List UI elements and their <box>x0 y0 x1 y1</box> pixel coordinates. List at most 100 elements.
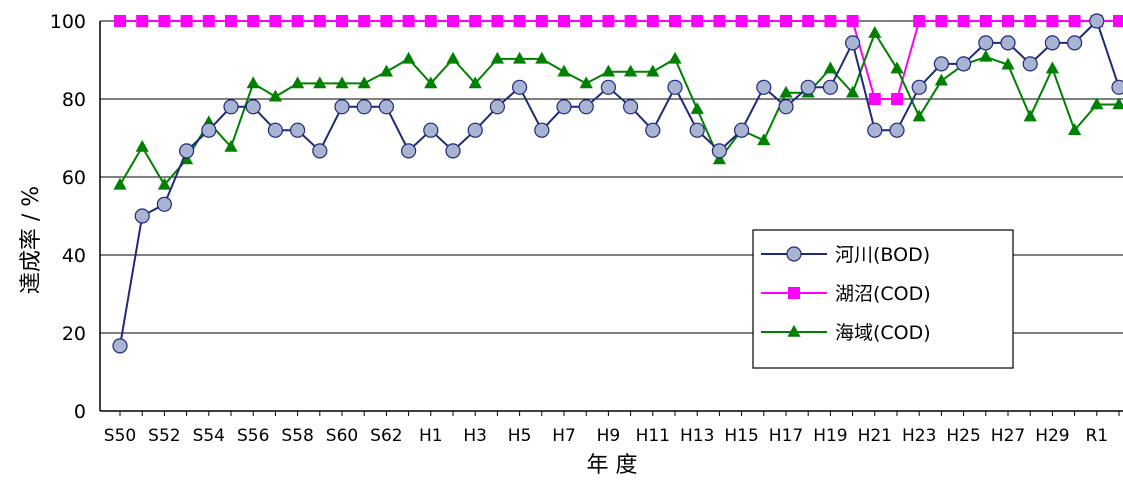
data-point <box>733 122 750 138</box>
x-tick-label: H19 <box>813 426 847 446</box>
x-tick-label: H7 <box>552 426 576 446</box>
series-1 <box>112 13 1123 354</box>
x-tick-label: H21 <box>858 426 892 446</box>
data-point <box>1000 35 1016 51</box>
data-point <box>291 15 304 27</box>
data-point <box>445 143 461 159</box>
data-point <box>1022 56 1038 72</box>
x-tick-label: S54 <box>193 426 225 446</box>
data-point <box>468 76 482 89</box>
data-point <box>868 26 882 38</box>
data-point <box>934 73 948 86</box>
data-point <box>246 76 260 89</box>
data-point <box>622 99 639 115</box>
data-point <box>867 122 883 138</box>
data-point <box>891 93 903 105</box>
data-point <box>646 64 660 77</box>
data-point <box>624 64 638 77</box>
data-point <box>535 15 548 27</box>
data-point <box>822 79 839 95</box>
data-point <box>786 246 802 262</box>
data-point <box>757 15 770 27</box>
x-tick-label: H27 <box>991 426 1025 446</box>
data-point <box>600 79 617 95</box>
data-point <box>424 15 437 27</box>
data-point <box>602 15 615 27</box>
x-tick-label: H29 <box>1035 426 1069 446</box>
data-point <box>756 79 772 95</box>
legend-label: 河川(BOD) <box>835 244 930 266</box>
data-point <box>933 56 950 72</box>
data-point <box>491 15 504 27</box>
data-point <box>667 79 683 95</box>
x-tick-label: S56 <box>237 426 269 446</box>
data-point <box>757 133 771 146</box>
x-tick-label: S60 <box>326 426 358 446</box>
data-point <box>788 287 800 299</box>
data-point <box>800 79 816 95</box>
data-point <box>780 15 792 27</box>
data-point <box>868 93 881 105</box>
data-point <box>978 35 994 51</box>
y-axis-ticks: 0 20 40 60 80 100 <box>50 11 86 423</box>
x-tick-label: H3 <box>463 426 487 446</box>
data-point <box>467 122 483 138</box>
series-3 <box>113 26 1123 190</box>
x-tick-label: H11 <box>636 426 670 446</box>
data-point <box>336 15 348 27</box>
x-tick-label: R1 <box>1085 426 1108 446</box>
data-point <box>889 122 905 138</box>
data-point <box>579 76 593 89</box>
y-tick-label: 0 <box>74 401 86 423</box>
data-point <box>157 177 171 190</box>
data-point <box>423 122 439 138</box>
data-point <box>668 51 682 64</box>
data-point <box>778 99 794 115</box>
data-point <box>223 99 239 115</box>
y-tick-label: 80 <box>62 89 86 111</box>
data-point <box>179 143 195 159</box>
x-tick-label: S58 <box>281 426 313 446</box>
data-point <box>911 79 927 95</box>
data-point <box>624 15 637 27</box>
data-point <box>112 338 128 354</box>
data-point <box>1090 97 1104 110</box>
data-point <box>247 15 260 27</box>
data-point <box>268 89 282 102</box>
y-tick-label: 40 <box>62 245 86 267</box>
data-point <box>1112 97 1123 110</box>
data-point <box>357 76 371 89</box>
data-point <box>1089 13 1105 29</box>
data-point <box>846 15 859 27</box>
y-tick-label: 100 <box>50 11 86 33</box>
data-point <box>489 99 505 115</box>
data-point <box>669 15 681 27</box>
y-axis-title: 達成率 / % <box>19 186 44 294</box>
series-line <box>119 30 1119 187</box>
data-point <box>557 64 571 77</box>
data-point <box>824 15 837 27</box>
data-point <box>957 15 970 27</box>
data-point <box>558 15 570 27</box>
data-point <box>578 99 594 115</box>
data-point <box>135 139 149 152</box>
data-point <box>846 85 860 98</box>
series-group <box>112 13 1123 354</box>
series-line <box>120 20 1119 100</box>
data-point <box>823 61 837 74</box>
x-axis-title: 年 度 <box>587 453 638 478</box>
series-2 <box>114 15 1123 105</box>
data-point <box>979 49 993 62</box>
data-point <box>802 15 815 27</box>
data-point <box>1113 15 1123 27</box>
data-point <box>446 51 460 64</box>
legend-item: 海域(COD) <box>761 322 931 344</box>
data-point <box>1046 15 1059 27</box>
x-tick-label: H1 <box>419 426 443 446</box>
data-point <box>844 35 861 51</box>
data-point <box>890 61 904 74</box>
series-line <box>119 19 1120 347</box>
data-point <box>1066 35 1083 51</box>
x-tick-label: S62 <box>370 426 402 446</box>
x-tick-label: H13 <box>680 426 714 446</box>
